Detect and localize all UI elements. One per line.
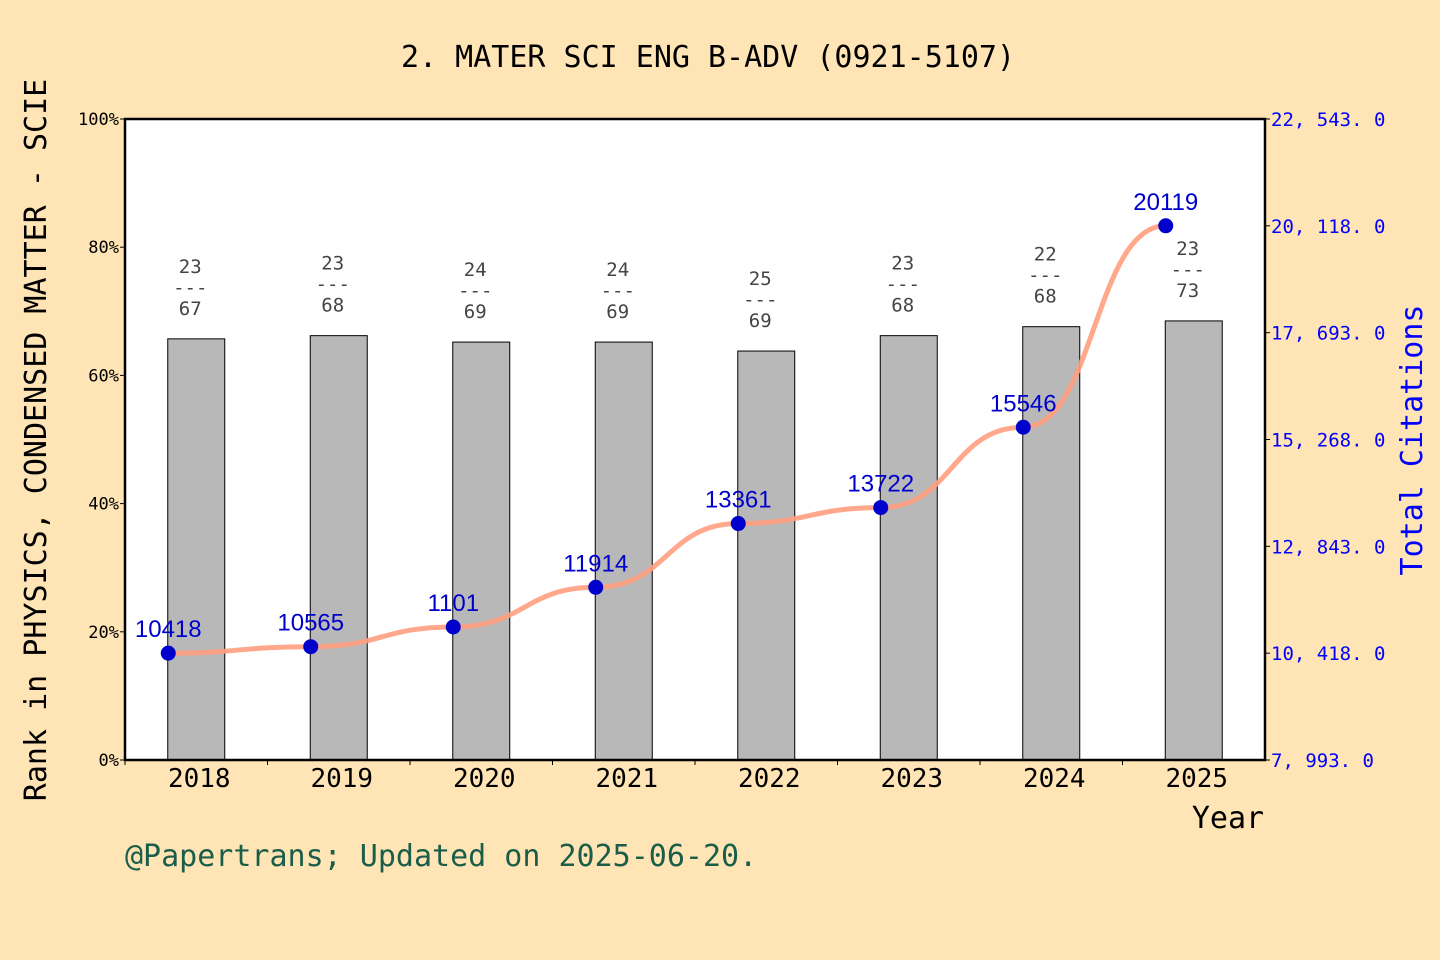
bar-fraction-line: --- <box>601 280 635 302</box>
citation-point-2021 <box>588 579 604 595</box>
y-left-tick-label: 0% <box>99 751 119 771</box>
citation-data-label: 13361 <box>705 487 772 514</box>
y-left-tick-label: 20% <box>88 623 119 643</box>
bar-rank-label: 23 <box>321 253 344 275</box>
bar-fraction-line: --- <box>1028 265 1062 287</box>
y-right-tick-label: 15, 268. 0 <box>1271 430 1385 452</box>
bar-total-label: 67 <box>179 298 202 320</box>
bar-2021 <box>594 341 653 761</box>
bar-rank-label: 23 <box>1176 238 1199 260</box>
x-tick-label: 2025 <box>1165 764 1228 794</box>
citation-point-2020 <box>445 619 461 635</box>
bar-2023 <box>879 335 938 761</box>
bar-total-label: 68 <box>891 295 914 317</box>
bar-rank-label: 22 <box>1034 244 1057 266</box>
y-right-tick-label: 7, 993. 0 <box>1271 750 1374 772</box>
bar-rank-label: 24 <box>606 259 629 281</box>
y-axis-right-label: Total Citations <box>1395 305 1430 576</box>
x-tick-label: 2024 <box>1023 764 1086 794</box>
bar-2020 <box>452 341 511 761</box>
x-tick-label: 2023 <box>880 764 943 794</box>
bar-2024 <box>1022 326 1081 761</box>
x-tick-label: 2018 <box>168 764 231 794</box>
y-right-tick-label: 17, 693. 0 <box>1271 323 1385 345</box>
citation-point-2018 <box>160 645 176 661</box>
citation-point-2023 <box>873 500 889 516</box>
y-left-tick-label: 60% <box>88 366 119 386</box>
citation-point-2022 <box>730 516 746 532</box>
bar-2022 <box>737 350 796 761</box>
bar-total-label: 69 <box>606 301 629 323</box>
bar-total-label: 69 <box>464 301 487 323</box>
citation-data-label: 10418 <box>135 616 202 643</box>
x-axis-label: Year <box>1192 801 1264 836</box>
bar-fraction-line: --- <box>316 274 350 296</box>
y-right-tick-label: 20, 118. 0 <box>1271 216 1385 238</box>
bar-fraction-line: --- <box>743 289 777 311</box>
citation-point-2024 <box>1015 419 1031 435</box>
citation-point-2019 <box>303 639 319 655</box>
bar-2019 <box>309 335 368 761</box>
x-tick-label: 2019 <box>310 764 373 794</box>
bar-rank-label: 23 <box>179 256 202 278</box>
y-right-tick-label: 22, 543. 0 <box>1271 109 1385 131</box>
x-tick-label: 2021 <box>595 764 658 794</box>
bar-total-label: 69 <box>749 310 772 332</box>
citation-data-label: 1101 <box>427 590 479 617</box>
citation-data-label: 13722 <box>847 471 914 498</box>
bar-total-label: 73 <box>1176 280 1199 302</box>
chart-title: 2. MATER SCI ENG B-ADV (0921-5107) <box>401 40 1015 75</box>
bar-total-label: 68 <box>321 295 344 317</box>
bar-2025 <box>1164 320 1223 761</box>
x-tick-label: 2020 <box>453 764 516 794</box>
bar-rank-label: 23 <box>891 253 914 275</box>
x-tick-label: 2022 <box>738 764 801 794</box>
bar-fraction-line: --- <box>458 280 492 302</box>
citation-data-label: 11914 <box>563 550 628 577</box>
plot-area <box>125 119 1265 760</box>
bar-2018 <box>167 338 226 761</box>
bar-rank-label: 24 <box>464 259 487 281</box>
y-right-tick-label: 12, 843. 0 <box>1271 536 1385 558</box>
citation-point-2025 <box>1158 218 1174 234</box>
y-right-tick-label: 10, 418. 0 <box>1271 643 1385 665</box>
bar-rank-label: 25 <box>749 268 772 290</box>
bar-total-label: 68 <box>1034 286 1057 308</box>
citation-data-label: 10565 <box>277 610 344 637</box>
bar-fraction-line: --- <box>173 277 207 299</box>
y-axis-left-label: Rank in PHYSICS, CONDENSED MATTER - SCIE <box>19 79 54 801</box>
y-left-tick-label: 80% <box>88 238 119 258</box>
y-left-tick-label: 100% <box>78 110 119 130</box>
citation-data-label: 20119 <box>1133 189 1198 216</box>
bar-fraction-line: --- <box>1171 259 1205 281</box>
citation-data-label: 15546 <box>990 390 1057 417</box>
bar-fraction-line: --- <box>886 274 920 296</box>
footer-credit: @Papertrans; Updated on 2025-06-20. <box>125 839 757 874</box>
y-left-tick-label: 40% <box>88 495 119 515</box>
